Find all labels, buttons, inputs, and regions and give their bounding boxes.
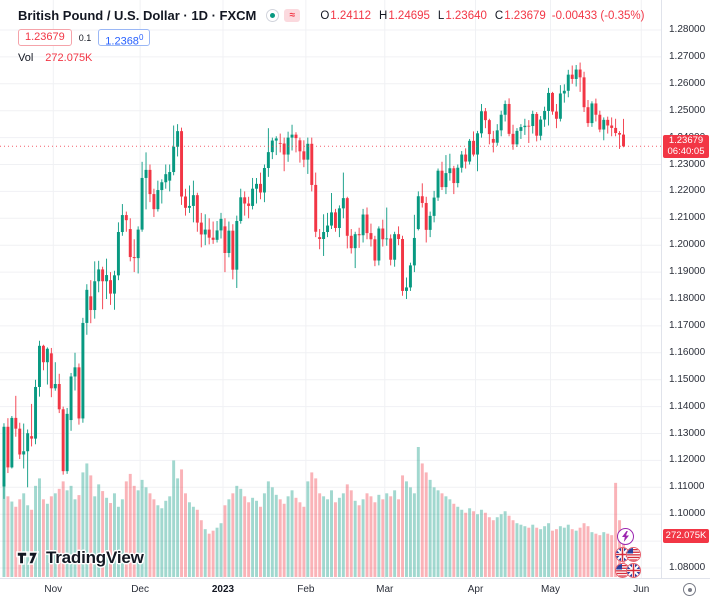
tradingview-logo-icon: [16, 551, 39, 565]
tradingview-logo[interactable]: TradingView: [16, 548, 144, 568]
buy-price-sup: 0: [138, 33, 144, 42]
price-axis-label: 1.19000: [669, 266, 706, 278]
time-axis-label: Jun: [633, 584, 650, 595]
market-status-icon[interactable]: [266, 9, 280, 22]
price-axis-label: 1.14000: [669, 400, 706, 412]
volume-badge: 272.075K: [663, 529, 709, 544]
close-value: C1.23679: [494, 9, 546, 22]
volume-value: 272.075K: [45, 52, 93, 64]
buy-button[interactable]: 1.23680: [98, 29, 151, 48]
price-axis-label: 1.20000: [669, 239, 706, 251]
lightning-icon[interactable]: [617, 528, 634, 545]
last-price-label: 1.23679 06:40:05: [663, 135, 709, 159]
us-flag-icon[interactable]: [626, 547, 641, 562]
ohlc-values: O1.24112 H1.24695 L1.23640 C1.23679: [320, 10, 545, 22]
time-axis-label: Mar: [376, 584, 394, 595]
high-value: H1.24695: [379, 9, 430, 22]
axis-settings-icon[interactable]: [683, 583, 696, 596]
open-value: O1.24112: [320, 9, 372, 22]
countdown-timer: 06:40:05: [667, 145, 705, 157]
time-axis-label: Nov: [44, 584, 63, 595]
price-axis-label: 1.08000: [669, 562, 706, 573]
price-axis-label: 1.22000: [669, 185, 706, 197]
time-axis-label: May: [541, 584, 560, 595]
low-value: L1.23640: [437, 9, 487, 22]
time-axis-label: Apr: [467, 584, 484, 595]
tradingview-logo-text: TradingView: [46, 548, 144, 567]
price-axis-label: 1.16000: [669, 346, 706, 358]
price-axis-label: 1.17000: [669, 319, 706, 331]
grid: [0, 0, 661, 578]
time-axis-label: Feb: [297, 584, 315, 595]
price-axis-label: 1.12000: [669, 454, 706, 466]
price-axis-label: 1.21000: [669, 212, 706, 224]
price-axis-label: 1.28000: [669, 24, 706, 35]
price-axis-label: 1.13000: [669, 427, 706, 439]
buy-price: 1.2368: [105, 35, 139, 48]
sell-button[interactable]: 1.23679: [18, 29, 72, 46]
price-axis-label: 1.27000: [669, 50, 706, 62]
price-axis[interactable]: 1.23679 06:40:05 272.075K 1.28000 1.27000…: [661, 0, 710, 578]
last-price-value: 1.23679: [668, 135, 704, 147]
spread-value: 0.1: [78, 32, 92, 43]
chart-legend: British Pound / U.S. Dollar · 1D · FXCM …: [18, 7, 644, 64]
delayed-data-icon[interactable]: ≈: [284, 9, 301, 22]
price-axis-label: 1.15000: [669, 373, 706, 385]
price-axis-label: 1.25000: [669, 104, 706, 116]
volume-series: [2, 447, 625, 577]
candlestick-series: [2, 62, 625, 499]
green-dot-icon: [270, 13, 276, 18]
price-axis-label: 1.26000: [669, 77, 706, 89]
price-axis-label: 1.11000: [669, 481, 705, 493]
volume-label[interactable]: Vol: [18, 52, 34, 64]
time-axis[interactable]: Nov Dec 2023 Feb Mar Apr May Jun: [0, 578, 710, 600]
price-axis-label: 1.23000: [669, 158, 706, 170]
change-value: -0.00433 (-0.35%): [551, 9, 645, 22]
time-axis-label: Dec: [131, 584, 149, 595]
price-axis-label: 1.10000: [669, 508, 706, 520]
symbol-title[interactable]: British Pound / U.S. Dollar · 1D · FXCM: [18, 8, 257, 23]
time-axis-label: 2023: [211, 584, 235, 595]
price-axis-label: 1.18000: [669, 293, 706, 304]
uk-flag-icon[interactable]: [626, 563, 641, 578]
